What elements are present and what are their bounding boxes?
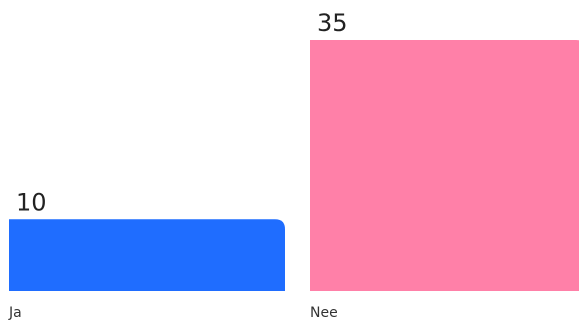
category-label-nee: Nee (310, 305, 338, 321)
value-label-ja: 10 (16, 188, 47, 216)
category-label-ja: Ja (8, 305, 22, 321)
bar-nee (310, 40, 579, 291)
bars-group (9, 40, 579, 291)
bar-ja (9, 219, 285, 291)
category-labels-group: Ja Nee (8, 305, 338, 321)
value-labels-group: 10 35 (16, 9, 348, 216)
value-label-nee: 35 (317, 9, 348, 37)
